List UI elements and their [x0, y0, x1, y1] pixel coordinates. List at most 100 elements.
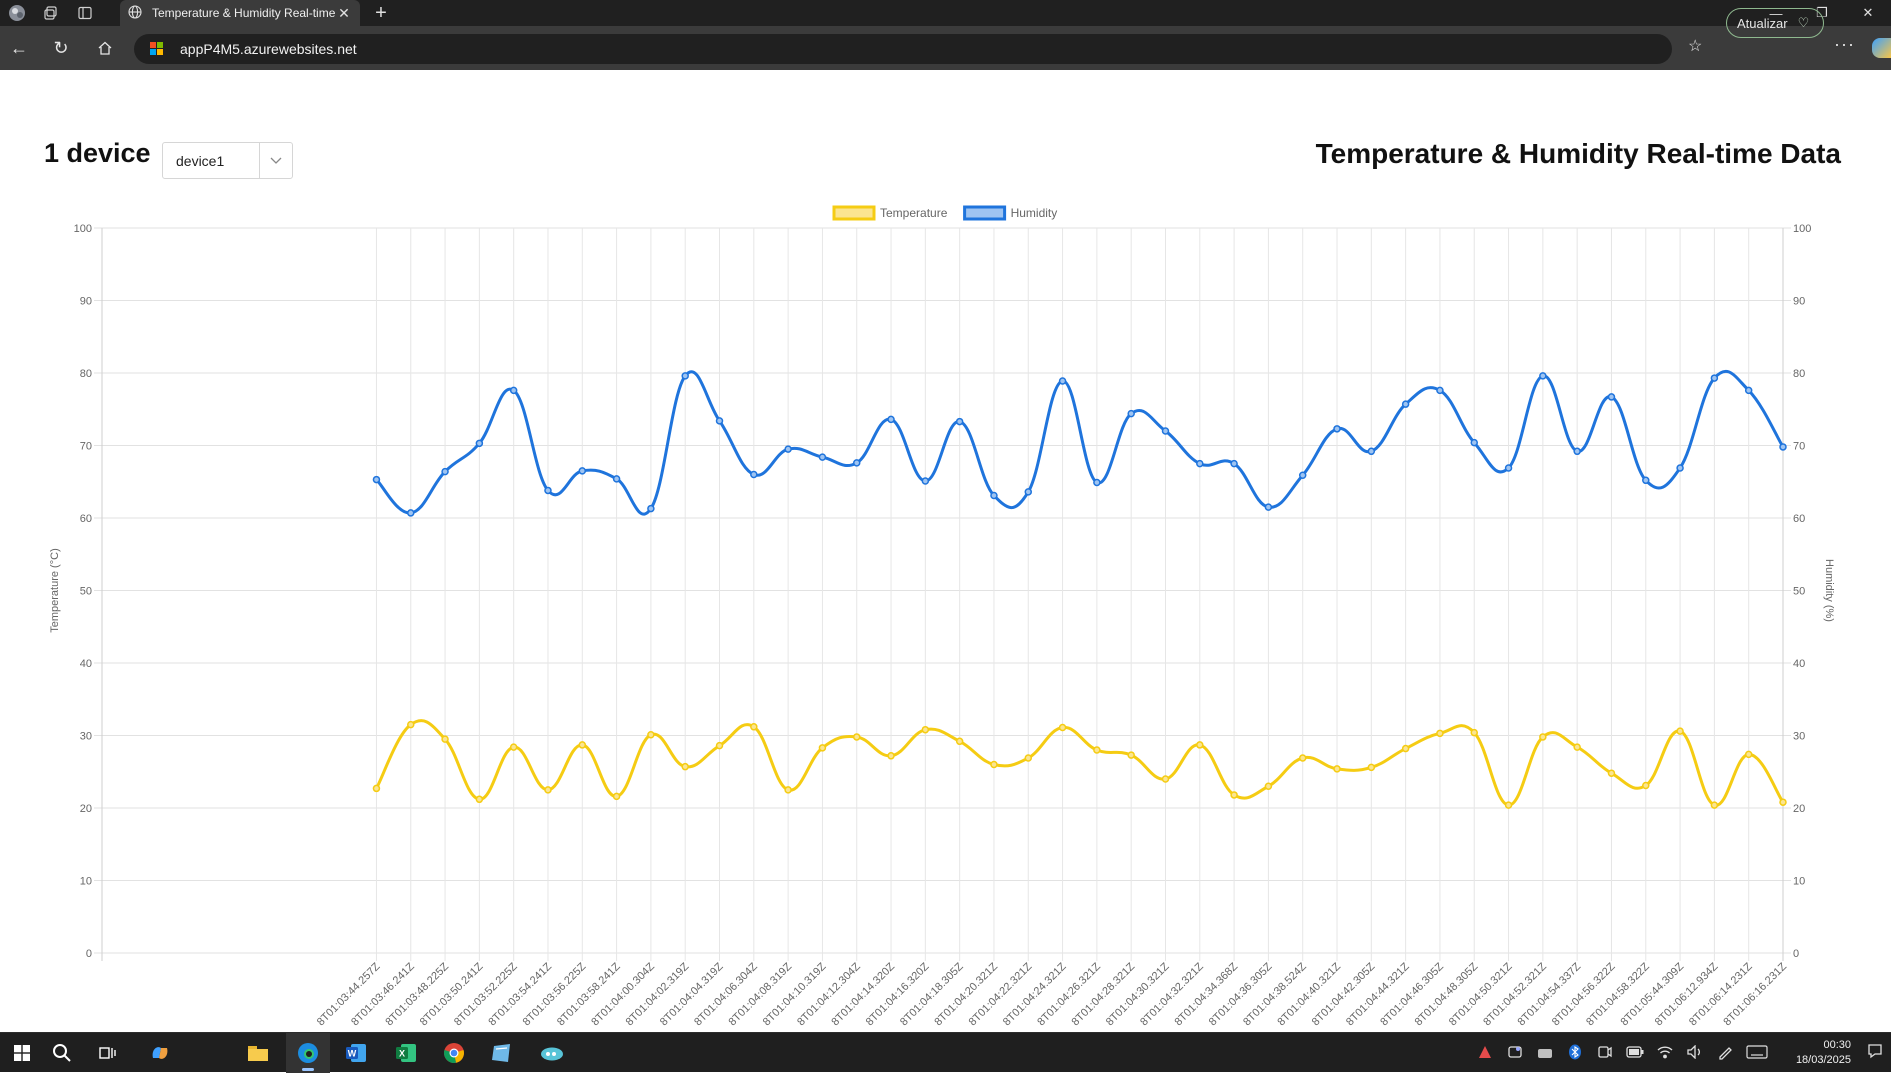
tray-teams-icon[interactable]: [1500, 1044, 1530, 1063]
pen-icon[interactable]: [1710, 1044, 1740, 1063]
keyboard-icon[interactable]: [1740, 1044, 1774, 1062]
legend-item-temperature: Temperature: [832, 205, 948, 221]
tray-meet-icon[interactable]: [1590, 1044, 1620, 1063]
x-tick-label: 8T01:04:14.320Z: [829, 960, 897, 1028]
x-tick-label: 8T01:04:58.322Z: [1584, 960, 1652, 1028]
data-point-humidity: [1779, 443, 1787, 451]
volume-icon[interactable]: [1680, 1043, 1710, 1062]
data-point-temperature: [1230, 791, 1238, 799]
y-left-axis-title: Temperature (°C): [49, 548, 61, 632]
tray-app-icon[interactable]: [1470, 1044, 1500, 1063]
y-left-tick-label: 30: [80, 731, 92, 743]
data-point-humidity: [1093, 478, 1101, 487]
copilot-sidebar-icon[interactable]: [1872, 38, 1891, 58]
data-point-temperature: [1298, 754, 1307, 762]
x-tick-label: 8T01:03:56.225Z: [521, 960, 589, 1028]
clock-date: 18/03/2025: [1795, 1054, 1851, 1066]
x-tick-label: 8T01:03:50.241Z: [418, 960, 486, 1028]
home-icon[interactable]: [90, 35, 120, 61]
x-tick-label: 8T01:04:42.305Z: [1310, 960, 1378, 1028]
tray-onedrive-icon[interactable]: [1530, 1045, 1560, 1062]
copilot-icon[interactable]: [138, 1033, 182, 1073]
restore-icon[interactable]: ❐: [1816, 5, 1828, 20]
data-point-humidity: [887, 415, 895, 424]
y-right-axis-title: Humidity (%): [1823, 559, 1835, 622]
favorites-icon[interactable]: ☆: [1688, 38, 1703, 55]
more-menu-icon[interactable]: ···: [1834, 34, 1855, 54]
back-icon[interactable]: ←: [10, 37, 28, 58]
data-point-temperature: [1539, 733, 1547, 741]
data-point-temperature: [1607, 769, 1616, 777]
wifi-icon[interactable]: [1650, 1045, 1680, 1062]
start-icon[interactable]: [0, 1033, 44, 1073]
chrome-icon[interactable]: [432, 1033, 476, 1073]
x-tick-label: 8T01:06:14.231Z: [1687, 960, 1755, 1028]
data-point-humidity: [544, 486, 552, 495]
x-tick-label: 8T01:04:48.305Z: [1413, 960, 1481, 1028]
data-point-temperature: [1744, 750, 1753, 759]
heart-update-icon: ♡: [1797, 15, 1810, 30]
legend-label-temperature: Temperature: [880, 206, 948, 220]
y-right-tick-label: 70: [1793, 441, 1805, 453]
new-tab-icon[interactable]: +: [375, 1, 387, 24]
windows-taskbar: W X: [0, 1032, 1891, 1073]
chevron-down-icon[interactable]: [259, 143, 292, 178]
active-tab[interactable]: Temperature & Humidity Real-time ✕: [120, 0, 360, 26]
reload-icon[interactable]: ↻: [53, 37, 69, 58]
y-right-tick-label: 30: [1793, 731, 1805, 743]
svg-text:W: W: [348, 1049, 357, 1059]
data-point-temperature: [818, 744, 827, 752]
notifications-icon[interactable]: [1867, 1043, 1883, 1063]
data-point-temperature: [1710, 801, 1719, 809]
close-tab-icon[interactable]: ✕: [338, 4, 350, 21]
data-point-humidity: [852, 459, 861, 467]
x-tick-label: 8T01:03:52.225Z: [452, 960, 520, 1028]
data-point-temperature: [1264, 782, 1273, 790]
search-icon[interactable]: [40, 1033, 84, 1073]
battery-icon[interactable]: [1620, 1045, 1650, 1061]
notes-app-icon[interactable]: [480, 1033, 524, 1073]
url-bar[interactable]: appP4M5.azurewebsites.net: [134, 34, 1672, 64]
cloud-app-icon[interactable]: [530, 1033, 574, 1073]
y-left-tick-label: 90: [80, 296, 92, 308]
device-select[interactable]: device1: [162, 142, 293, 179]
legend-swatch-humidity: [963, 205, 1007, 221]
x-tick-label: 8T01:04:44.321Z: [1344, 960, 1412, 1028]
device-select-value: device1: [176, 152, 225, 169]
task-view-icon[interactable]: [86, 1033, 130, 1073]
data-point-humidity: [750, 470, 758, 479]
minimize-icon[interactable]: —: [1769, 5, 1783, 21]
browser-update-button[interactable]: Atualizar ♡: [1726, 8, 1824, 38]
x-tick-label: 8T01:04:28.321Z: [1070, 960, 1138, 1028]
data-point-temperature: [715, 741, 724, 750]
data-point-humidity: [1504, 464, 1513, 472]
y-left-tick-label: 10: [80, 876, 92, 888]
url-text: appP4M5.azurewebsites.net: [180, 41, 357, 57]
edge-icon[interactable]: [286, 1033, 330, 1073]
data-point-temperature: [441, 735, 449, 743]
workspaces-icon[interactable]: [34, 0, 68, 26]
x-tick-label: 8T01:04:56.322Z: [1550, 960, 1618, 1028]
tab-title: Temperature & Humidity Real-time: [152, 6, 336, 20]
data-point-humidity: [955, 417, 964, 426]
x-tick-label: 8T01:04:00.304Z: [589, 960, 657, 1028]
data-point-temperature: [921, 725, 930, 734]
data-point-temperature: [372, 784, 381, 793]
bluetooth-icon[interactable]: [1560, 1044, 1590, 1063]
data-point-humidity: [475, 439, 484, 448]
data-point-humidity: [372, 475, 381, 484]
excel-icon[interactable]: X: [384, 1033, 428, 1073]
taskbar-clock[interactable]: 00:30 18/03/2025: [1796, 1038, 1851, 1068]
x-tick-label: 8T01:04:16.320Z: [864, 960, 932, 1028]
data-point-humidity: [990, 491, 998, 500]
word-icon[interactable]: W: [334, 1033, 378, 1073]
data-point-temperature: [1058, 723, 1067, 732]
file-explorer-icon[interactable]: [236, 1033, 280, 1073]
close-window-icon[interactable]: ✕: [1862, 5, 1874, 20]
data-point-humidity: [1401, 400, 1410, 408]
y-left-tick-label: 100: [74, 223, 92, 235]
profile-avatar-icon[interactable]: [0, 0, 34, 26]
tab-actions-icon[interactable]: [68, 0, 102, 26]
x-tick-label: 8T01:04:36.305Z: [1207, 960, 1275, 1028]
y-left-tick-label: 40: [80, 658, 92, 670]
